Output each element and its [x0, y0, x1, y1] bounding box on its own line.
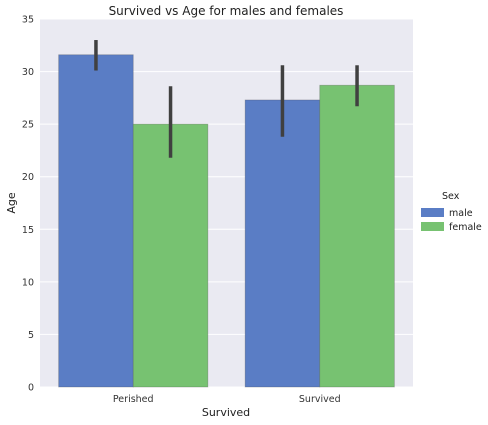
y-tick-label: 5: [28, 330, 34, 341]
chart-title: Survived vs Age for males and females: [109, 4, 344, 18]
y-tick-label: 15: [22, 225, 34, 236]
y-axis-label: Age: [5, 192, 18, 214]
bar-female-perished: [132, 123, 209, 388]
legend-swatch-female: [421, 222, 444, 231]
legend-label-male: male: [449, 208, 473, 219]
y-axis-ticks: 0 5 10 15 20 25 30 35: [22, 15, 34, 394]
y-tick-label: 30: [22, 67, 34, 78]
x-axis-ticks: Perished Survived: [113, 394, 341, 405]
y-tick-label: 20: [22, 172, 34, 183]
bar-female-survived: [319, 84, 395, 388]
legend-title: Sex: [442, 191, 460, 202]
legend: Sex male female: [421, 191, 482, 233]
legend-swatch-male: [421, 208, 444, 217]
x-tick-label: Perished: [113, 394, 154, 405]
bar-male-survived: [244, 99, 321, 388]
y-tick-label: 35: [22, 15, 34, 26]
error-bars: [94, 40, 359, 158]
y-tick-label: 10: [22, 277, 34, 288]
y-tick-label: 25: [22, 120, 34, 131]
bars: [58, 54, 395, 388]
x-tick-label: Survived: [299, 394, 341, 405]
bar-male-perished: [58, 54, 134, 388]
y-tick-label: 0: [28, 383, 34, 394]
legend-label-female: female: [449, 222, 482, 233]
x-axis-label: Survived: [202, 406, 250, 419]
